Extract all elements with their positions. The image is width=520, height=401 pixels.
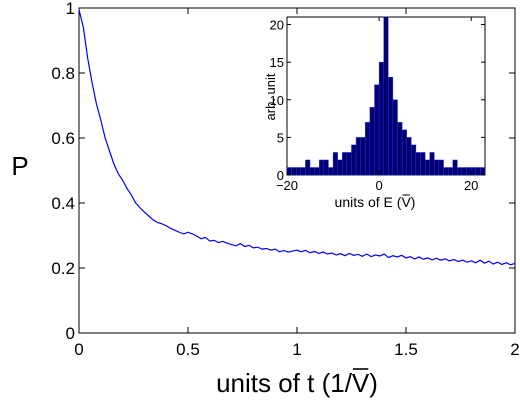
histogram-bar	[452, 159, 458, 176]
histogram-bar	[337, 159, 343, 176]
inset-xlabel-group: units of E (V)	[335, 194, 416, 210]
histogram-bar	[296, 167, 302, 176]
histogram-bar	[309, 167, 315, 176]
main-ytick-label: 0.8	[51, 64, 75, 83]
main-ylabel: P	[11, 151, 28, 181]
histogram-bar	[415, 152, 421, 176]
histogram-bar	[420, 152, 426, 176]
histogram-bar	[378, 61, 384, 176]
inset-xtick-label: 0	[375, 178, 382, 193]
inset-ytick-label: 5	[277, 130, 284, 145]
inset-ytick-label: 10	[270, 93, 284, 108]
histogram-bar	[286, 167, 292, 176]
histogram-bar	[429, 152, 435, 176]
inset-ylabel: arb. unit	[263, 73, 278, 120]
histogram-bar	[457, 167, 463, 176]
histogram-bar	[480, 167, 486, 176]
histogram-bar	[351, 144, 357, 176]
histogram-bar	[365, 122, 371, 176]
decay-curve-line	[78, 9, 516, 266]
histogram-bar	[314, 167, 320, 176]
histogram-bar	[355, 137, 361, 176]
main-ytick-label: 0.4	[51, 194, 75, 213]
main-xtick-label: 1.5	[394, 340, 418, 359]
histogram-bar	[392, 99, 398, 176]
inset-xlabel: units of E (V)	[335, 194, 416, 210]
main-axis-ticks: 0 0.5 1 1.5 200.20.40.60.81	[51, 0, 519, 359]
histogram-bar	[443, 167, 449, 176]
main-xtick-label: 2	[510, 340, 519, 359]
histogram-bar	[360, 137, 366, 176]
histogram-bar	[323, 159, 329, 176]
main-xtick-label: 0.5	[176, 340, 200, 359]
inset-ytick-label: 0	[277, 168, 284, 183]
main-xtick-label: 1	[292, 340, 301, 359]
histogram-bar	[319, 159, 325, 176]
main-ytick-label: 0	[66, 324, 75, 343]
histogram-bar	[411, 144, 417, 176]
main-ytick-label: 0.2	[51, 259, 75, 278]
histogram-bar	[406, 137, 412, 176]
histogram-bar	[346, 152, 352, 176]
main-xlabel-group: units of t (1/V)	[216, 368, 378, 398]
main-xtick-label: 0	[74, 340, 83, 359]
histogram-bar	[397, 122, 403, 176]
histogram-bar	[475, 167, 481, 176]
histogram-bar	[332, 152, 338, 176]
histogram-bar	[305, 159, 311, 176]
histogram-bar	[328, 167, 334, 176]
histogram-bar	[461, 167, 467, 176]
histogram-bar	[300, 167, 306, 176]
inset-ytick-label: 20	[270, 18, 284, 33]
histogram-bar	[291, 167, 297, 176]
inset-xtick-label: 20	[464, 178, 478, 193]
histogram-bar	[466, 167, 472, 176]
main-xlabel: units of t (1/V)	[216, 368, 378, 398]
inset-bars	[286, 16, 486, 176]
histogram-bar	[401, 129, 407, 176]
histogram-bar	[369, 107, 375, 176]
histogram-bar	[438, 159, 444, 176]
histogram-bar	[388, 76, 394, 176]
main-ytick-label: 1	[66, 0, 75, 18]
main-ytick-label: 0.6	[51, 129, 75, 148]
inset-xtick-label: −20	[276, 178, 298, 193]
histogram-bar	[374, 84, 380, 176]
histogram-bar	[383, 16, 389, 176]
histogram-bar	[447, 167, 453, 176]
inset-ytick-label: 15	[270, 55, 284, 70]
histogram-bar	[424, 159, 430, 176]
histogram-bar	[434, 159, 440, 176]
histogram-bar	[470, 167, 476, 176]
histogram-bar	[342, 152, 348, 176]
